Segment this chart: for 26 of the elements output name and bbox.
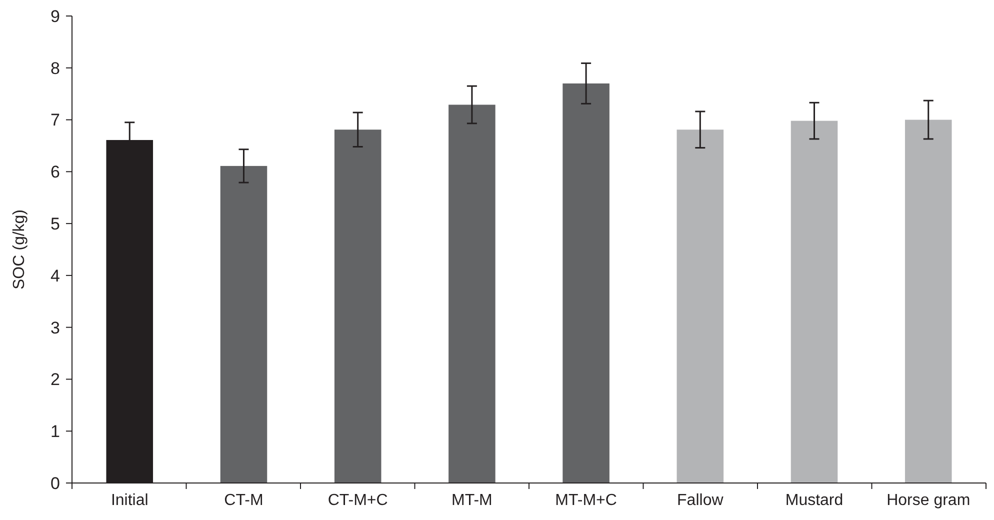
y-tick-label: 5	[50, 214, 60, 234]
bar	[676, 130, 724, 483]
y-tick-label: 1	[50, 422, 60, 442]
y-tick-label: 3	[50, 318, 60, 338]
bar	[220, 166, 268, 483]
y-tick-label: 8	[50, 58, 60, 78]
x-tick-label: CT-M+C	[328, 492, 388, 509]
y-tick-label: 7	[50, 110, 60, 130]
x-tick-label: CT-M	[224, 492, 264, 509]
y-tick-label: 4	[50, 266, 60, 286]
y-axis-title: SOC (g/kg)	[11, 209, 28, 290]
y-tick-label: 6	[50, 162, 60, 182]
bar	[904, 120, 952, 483]
y-tick-label: 2	[50, 370, 60, 390]
x-tick-label: MT-M	[452, 492, 492, 509]
y-tick-label: 0	[50, 474, 60, 493]
x-tick-label: Horse gram	[886, 492, 970, 509]
x-tick-label: MT-M+C	[555, 492, 617, 509]
bar	[334, 130, 382, 483]
x-tick-label: Initial	[110, 492, 148, 509]
bar	[790, 120, 838, 483]
bar	[448, 104, 496, 483]
bar	[562, 83, 610, 483]
x-tick-label: Mustard	[785, 492, 844, 509]
y-tick-label: 9	[50, 6, 60, 26]
x-tick-label: Fallow	[677, 492, 724, 509]
